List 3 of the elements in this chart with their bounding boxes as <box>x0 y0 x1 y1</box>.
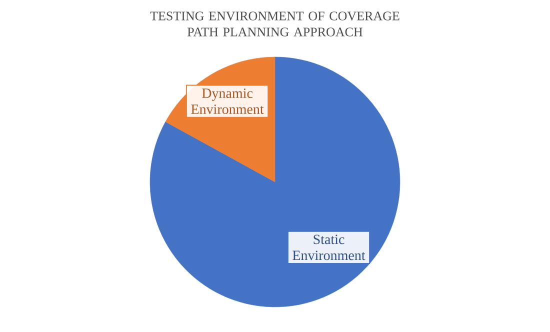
slice-label: Dynamic Environment <box>191 88 264 114</box>
chart-title: TESTING ENVIRONMENT OF COVERAGE PATH PLANNING APPROACH <box>150 12 400 36</box>
slice-label: Static Environment <box>292 234 366 260</box>
